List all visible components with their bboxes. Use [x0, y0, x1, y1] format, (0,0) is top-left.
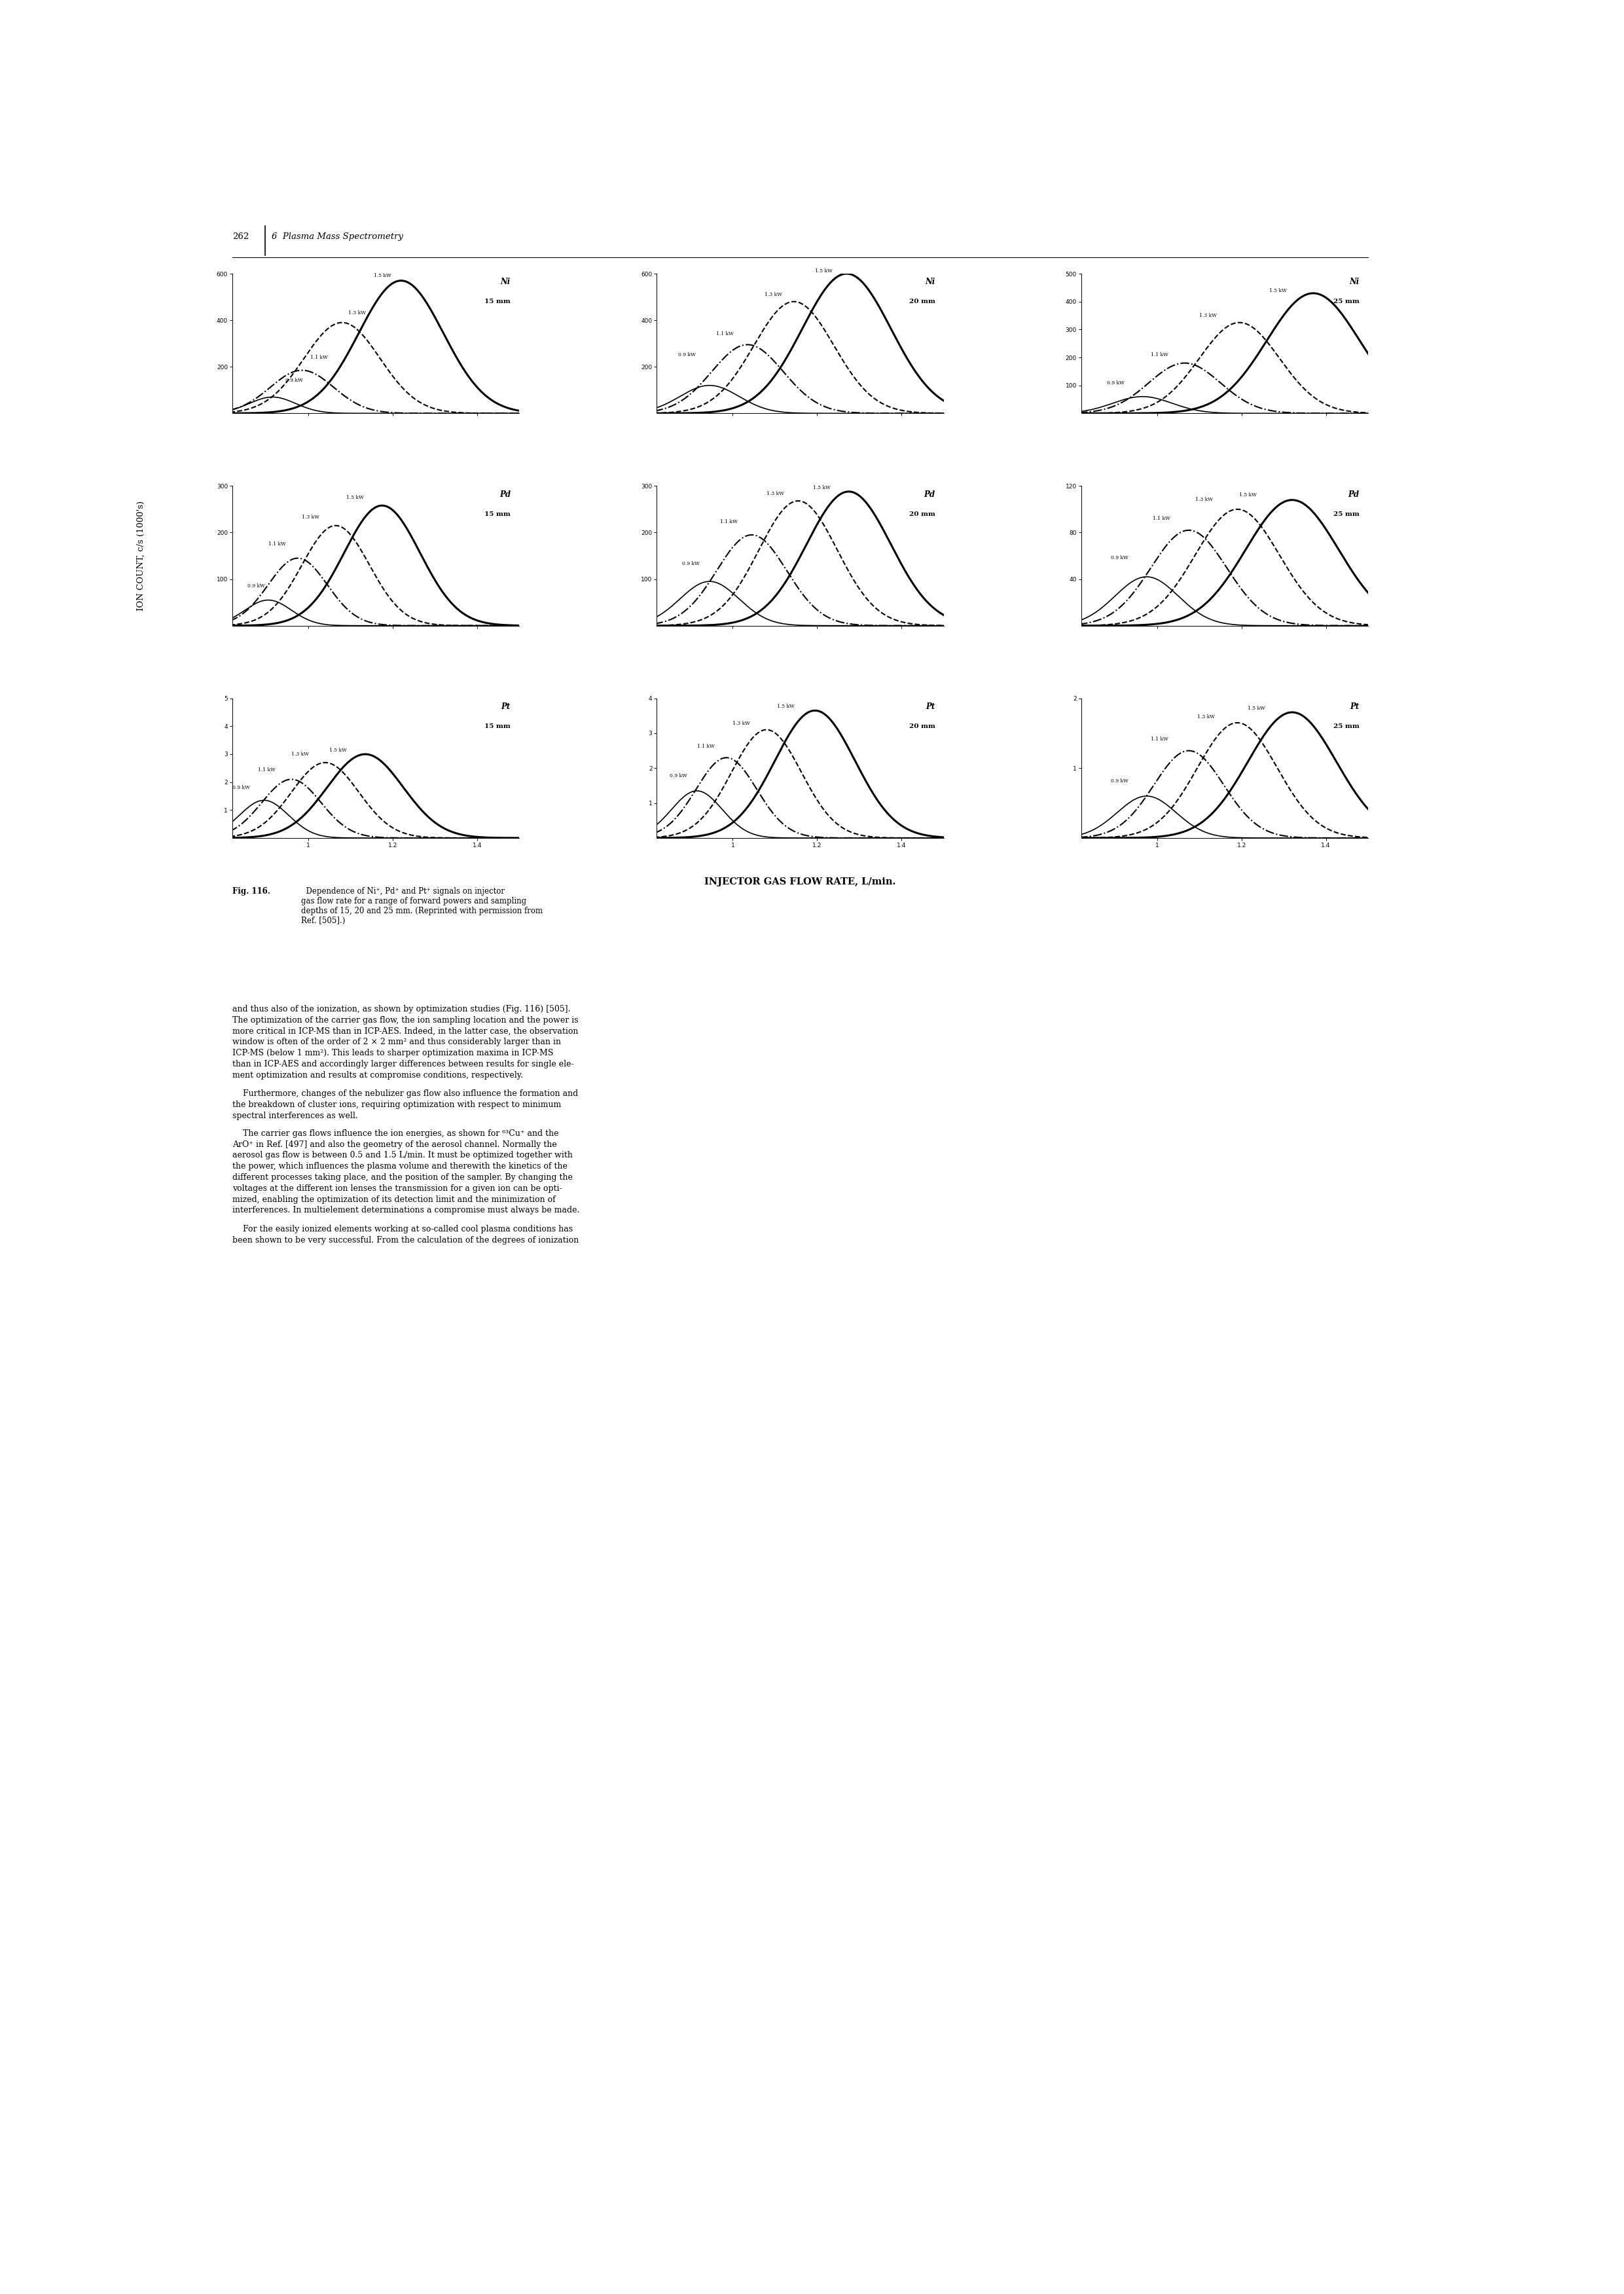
Text: 1.3 kW: 1.3 kW	[765, 291, 783, 296]
Text: 1.5 kW: 1.5 kW	[1239, 493, 1257, 498]
Text: 1.1 kW: 1.1 kW	[697, 743, 715, 748]
Text: 1.5 kW: 1.5 kW	[814, 486, 830, 491]
Text: Pt: Pt	[502, 702, 510, 711]
Text: 1.1 kW: 1.1 kW	[719, 518, 737, 523]
Text: Ni: Ni	[500, 278, 510, 287]
Text: Dependence of Ni⁺, Pd⁺ and Pt⁺ signals on injector
gas flow rate for a range of : Dependence of Ni⁺, Pd⁺ and Pt⁺ signals o…	[300, 888, 542, 924]
Text: 1.5 kW: 1.5 kW	[815, 268, 833, 273]
Text: 1.1 kW: 1.1 kW	[1151, 353, 1168, 358]
Text: For the easily ionized elements working at so-called cool plasma conditions has
: For the easily ionized elements working …	[232, 1225, 578, 1246]
Text: 1.3 kW: 1.3 kW	[302, 514, 320, 518]
Text: 1.3 kW: 1.3 kW	[1195, 498, 1213, 502]
Text: The carrier gas flows influence the ion energies, as shown for ⁶³Cu⁺ and the
ArO: The carrier gas flows influence the ion …	[232, 1129, 580, 1214]
Text: and thus also of the ionization, as shown by optimization studies (Fig. 116) [50: and thus also of the ionization, as show…	[232, 1005, 578, 1080]
Text: 20 mm: 20 mm	[909, 298, 935, 305]
Text: 1.5 kW: 1.5 kW	[330, 748, 348, 752]
Text: ION COUNT, c/s (1000's): ION COUNT, c/s (1000's)	[136, 500, 145, 610]
Text: 1.1 kW: 1.1 kW	[268, 541, 286, 546]
Text: Pd: Pd	[499, 491, 510, 498]
Text: 20 mm: 20 mm	[909, 723, 935, 729]
Text: 0.9 kW: 0.9 kW	[677, 353, 695, 358]
Text: 1.3 kW: 1.3 kW	[1200, 312, 1216, 319]
Text: 25 mm: 25 mm	[1333, 723, 1359, 729]
Text: Pd: Pd	[924, 491, 935, 498]
Text: 25 mm: 25 mm	[1333, 298, 1359, 305]
Text: 1.3 kW: 1.3 kW	[1197, 713, 1215, 720]
Text: 1.5 kW: 1.5 kW	[1268, 289, 1286, 294]
Text: 0.9 kW: 0.9 kW	[1106, 381, 1124, 385]
Text: 25 mm: 25 mm	[1333, 512, 1359, 516]
Text: 1.1 kW: 1.1 kW	[1151, 736, 1168, 741]
Text: 1.1 kW: 1.1 kW	[258, 766, 276, 773]
Text: 0.9 kW: 0.9 kW	[1111, 555, 1129, 560]
Text: INJECTOR GAS FLOW RATE, L/min.: INJECTOR GAS FLOW RATE, L/min.	[705, 876, 896, 885]
Text: 0.9 kW: 0.9 kW	[232, 785, 250, 791]
Text: 1.3 kW: 1.3 kW	[767, 491, 784, 496]
Text: 1.3 kW: 1.3 kW	[349, 310, 365, 317]
Text: Pt: Pt	[926, 702, 935, 711]
Text: 6  Plasma Mass Spectrometry: 6 Plasma Mass Spectrometry	[271, 232, 403, 241]
Text: 1.3 kW: 1.3 kW	[732, 720, 750, 727]
Text: 262: 262	[232, 232, 248, 241]
Text: 1.5 kW: 1.5 kW	[1247, 707, 1265, 711]
Text: 15 mm: 15 mm	[484, 723, 510, 729]
Text: 0.9 kW: 0.9 kW	[286, 379, 302, 383]
Text: 0.9 kW: 0.9 kW	[669, 773, 687, 778]
Text: Fig. 116.: Fig. 116.	[232, 888, 270, 895]
Text: 0.9 kW: 0.9 kW	[682, 560, 700, 567]
Text: 0.9 kW: 0.9 kW	[1111, 778, 1129, 785]
Text: 20 mm: 20 mm	[909, 512, 935, 516]
Text: Ni: Ni	[1350, 278, 1359, 287]
Text: Furthermore, changes of the nebulizer gas flow also influence the formation and
: Furthermore, changes of the nebulizer ga…	[232, 1090, 578, 1119]
Text: 0.9 kW: 0.9 kW	[247, 583, 265, 590]
Text: 1.5 kW: 1.5 kW	[346, 496, 364, 500]
Text: 1.1 kW: 1.1 kW	[716, 330, 734, 337]
Text: Pd: Pd	[1348, 491, 1359, 498]
Text: 15 mm: 15 mm	[484, 298, 510, 305]
Text: 1.5 kW: 1.5 kW	[776, 704, 794, 709]
Text: 1.5 kW: 1.5 kW	[374, 273, 391, 278]
Text: 1.1 kW: 1.1 kW	[310, 356, 328, 360]
Text: Pt: Pt	[1350, 702, 1359, 711]
Text: 15 mm: 15 mm	[484, 512, 510, 516]
Text: Ni: Ni	[926, 278, 935, 287]
Text: 1.3 kW: 1.3 kW	[291, 752, 309, 757]
Text: 1.1 kW: 1.1 kW	[1153, 516, 1171, 521]
